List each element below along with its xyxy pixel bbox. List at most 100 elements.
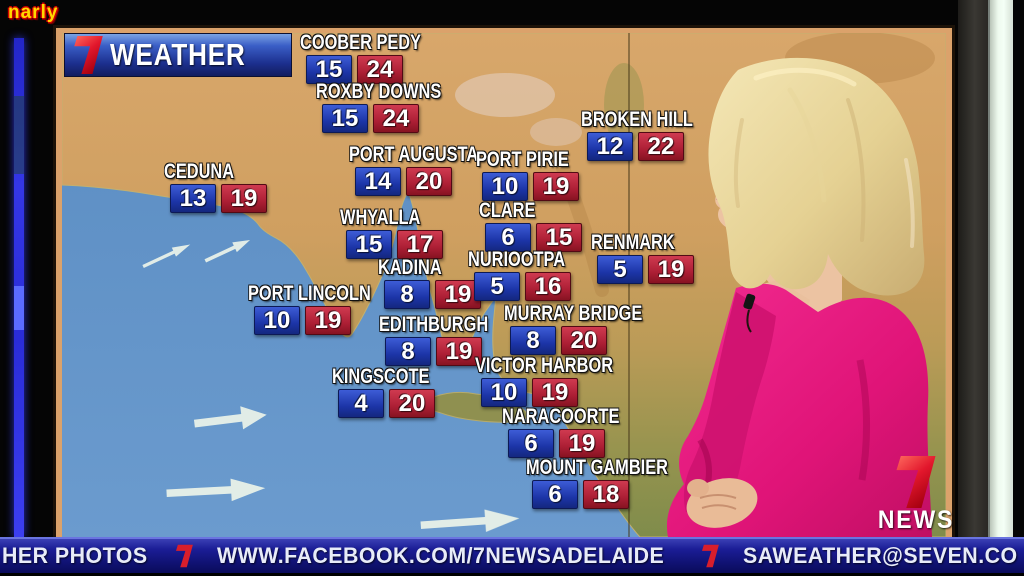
weather-brand-label: WEATHER	[110, 37, 246, 72]
station-min-temp: 8	[510, 326, 556, 355]
station-name: EDITHBURGH	[379, 313, 489, 336]
station-label: COOBER PEDY 15 24	[300, 31, 455, 84]
station-min-temp: 10	[254, 306, 300, 335]
station-label: ROXBY DOWNS 15 24	[316, 80, 477, 133]
station-max-temp: 22	[638, 132, 684, 161]
station-max-temp: 15	[536, 223, 582, 252]
station-label: VICTOR HARBOR 10 19	[475, 354, 652, 407]
station-label: CEDUNA 13 19	[164, 160, 267, 213]
station-min-temp: 14	[355, 167, 401, 196]
station-name: NARACOORTE	[502, 405, 620, 428]
news-ticker: HER PHOTOS WWW.FACEBOOK.COM/7NEWSADELAID…	[0, 537, 1024, 573]
wind-arrow-icon	[166, 478, 266, 502]
station-label: MURRAY BRIDGE 8 20	[504, 302, 681, 355]
station-name: BROKEN HILL	[581, 108, 693, 131]
station-min-temp: 13	[170, 184, 216, 213]
wind-arrows	[142, 240, 520, 532]
station-label: WHYALLA 15 17	[340, 207, 443, 259]
station-min-temp: 8	[385, 337, 431, 366]
station-name: MOUNT GAMBIER	[526, 456, 668, 479]
station-max-temp: 18	[583, 480, 629, 509]
wind-arrow-icon	[142, 244, 191, 268]
station-name: KINGSCOTE	[332, 365, 430, 388]
stripe-segment-light	[14, 286, 24, 330]
green-range	[604, 63, 644, 147]
station-label: NURIOOTPA 5 16	[468, 248, 592, 301]
presenter-hands	[686, 478, 758, 528]
ticker-item: SAWEATHER@SEVEN.CO	[742, 543, 1018, 568]
station-max-temp: 20	[389, 389, 435, 418]
station-label: KINGSCOTE 4 20	[332, 365, 457, 418]
dress-fold	[856, 359, 871, 481]
station-max-temp: 20	[406, 167, 452, 196]
station-min-temp: 6	[508, 429, 554, 458]
hair-highlights	[733, 67, 915, 248]
station-label: EDITHBURGH 8 19	[379, 313, 519, 366]
station-min-temp: 5	[474, 272, 520, 301]
salt-lake-small	[530, 118, 582, 146]
station-min-temp: 15	[346, 230, 392, 259]
station-name: CLARE	[479, 199, 536, 222]
station-min-temp: 4	[338, 389, 384, 418]
seven-news-logo: NEWS	[870, 456, 962, 536]
station-max-temp: 24	[373, 104, 419, 133]
station-name: NURIOOTPA	[468, 248, 566, 271]
station-max-temp: 19	[435, 280, 481, 309]
seven-logo-icon	[896, 456, 936, 508]
studio-light-strip	[988, 0, 1013, 537]
seven-chevron-icon	[176, 544, 193, 568]
station-name: VICTOR HARBOR	[475, 354, 614, 377]
station-min-temp: 10	[481, 378, 527, 407]
station-name: COOBER PEDY	[300, 31, 422, 54]
ticker-item: HER PHOTOS	[2, 543, 148, 568]
station-name: PORT PIRIE	[476, 148, 569, 171]
stripe-segment-dark	[14, 96, 24, 174]
station-label: BROKEN HILL 12 22	[581, 108, 725, 161]
station-min-temp: 6	[485, 223, 531, 252]
microphone-icon	[743, 293, 756, 333]
station-max-temp: 19	[648, 255, 694, 284]
station-max-temp: 20	[561, 326, 607, 355]
presenter-hair	[708, 57, 925, 296]
weather-presenter	[666, 57, 932, 537]
station-max-temp: 24	[357, 55, 403, 84]
station-max-temp: 19	[305, 306, 351, 335]
station-name: PORT LINCOLN	[248, 282, 371, 305]
station-label: KADINA 8 19	[378, 256, 481, 309]
ticker-item: WWW.FACEBOOK.COM/7NEWSADELAIDE	[216, 543, 665, 568]
station-min-temp: 5	[597, 255, 643, 284]
seven-chevron-icon	[702, 544, 719, 568]
station-label: NARACOORTE 6 19	[502, 405, 653, 458]
station-min-temp: 15	[322, 104, 368, 133]
station-min-temp: 15	[306, 55, 352, 84]
station-max-temp: 19	[436, 337, 482, 366]
station-name: CEDUNA	[164, 160, 235, 183]
station-name: KADINA	[378, 256, 442, 279]
station-max-temp: 19	[532, 378, 578, 407]
watermark-text: narly	[8, 2, 59, 23]
station-max-temp: 19	[559, 429, 605, 458]
station-label: PORT PIRIE 10 19	[476, 148, 595, 201]
station-max-temp: 19	[533, 172, 579, 201]
station-name: RENMARK	[591, 231, 675, 254]
seven-weather-logo: WEATHER	[64, 33, 292, 77]
wind-arrow-icon	[204, 240, 251, 263]
seven-logo-icon	[74, 36, 103, 74]
station-label: CLARE 6 15	[479, 199, 582, 252]
wind-arrow-icon	[420, 509, 520, 532]
station-name: MURRAY BRIDGE	[504, 302, 643, 325]
salt-lake	[455, 73, 555, 117]
station-name: ROXBY DOWNS	[316, 80, 442, 103]
wind-arrow-icon	[193, 406, 267, 430]
station-label: MOUNT GAMBIER 6 18	[526, 456, 708, 509]
station-min-temp: 6	[532, 480, 578, 509]
station-min-temp: 12	[587, 132, 633, 161]
station-label: PORT LINCOLN 10 19	[248, 282, 406, 335]
station-max-temp: 16	[525, 272, 571, 301]
station-label: PORT AUGUSTA 14 20	[349, 143, 515, 196]
station-max-temp: 19	[221, 184, 267, 213]
station-name: PORT AUGUSTA	[349, 143, 479, 166]
news-brand-label: NEWS	[877, 506, 955, 534]
station-min-temp: 8	[384, 280, 430, 309]
